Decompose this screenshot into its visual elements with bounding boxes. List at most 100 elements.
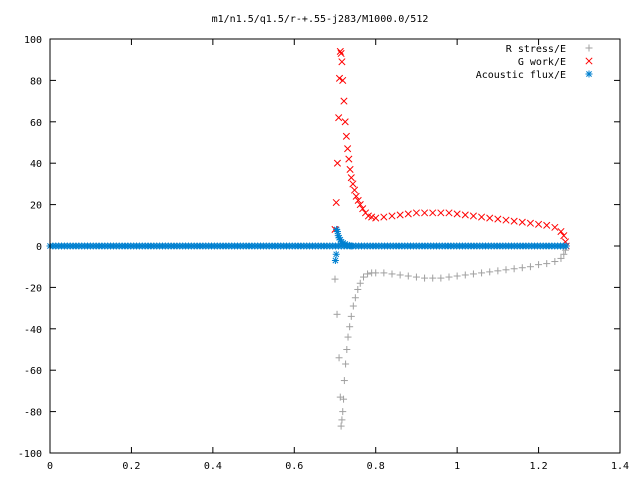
x-tick-label: 1.2 xyxy=(530,461,548,472)
data-point xyxy=(535,261,543,269)
data-point xyxy=(337,422,345,430)
legend-label: G work/E xyxy=(518,57,566,68)
data-point xyxy=(341,118,349,126)
data-point xyxy=(339,408,347,416)
data-point xyxy=(543,221,551,229)
data-point xyxy=(340,395,348,403)
data-point xyxy=(339,76,347,84)
data-point xyxy=(372,269,380,277)
data-point xyxy=(557,254,565,262)
data-point xyxy=(333,310,341,318)
data-point xyxy=(404,210,412,218)
data-point xyxy=(469,212,477,220)
data-point xyxy=(335,114,343,122)
data-point xyxy=(502,216,510,224)
series-0 xyxy=(331,242,570,430)
data-point xyxy=(461,211,469,219)
data-point xyxy=(478,213,486,221)
data-point xyxy=(342,360,350,368)
data-point xyxy=(551,223,559,231)
data-point xyxy=(335,354,343,362)
data-point xyxy=(347,242,355,250)
data-point xyxy=(332,250,340,258)
plot-border xyxy=(49,38,621,454)
x-tick-label: 1.4 xyxy=(611,461,629,472)
data-point xyxy=(560,232,568,240)
data-point xyxy=(453,272,461,280)
data-point xyxy=(518,218,526,226)
series-2 xyxy=(46,225,570,264)
data-point xyxy=(526,263,534,271)
data-point xyxy=(486,268,494,276)
y-tick-label: -60 xyxy=(24,366,42,377)
data-point xyxy=(421,274,429,282)
data-point xyxy=(445,273,453,281)
data-point xyxy=(461,271,469,279)
data-point xyxy=(346,165,354,173)
data-point xyxy=(551,258,559,266)
data-point xyxy=(331,275,339,283)
data-point xyxy=(338,58,346,66)
y-tick-label: 40 xyxy=(30,159,42,170)
data-point xyxy=(342,132,350,140)
data-point xyxy=(372,214,380,222)
data-point xyxy=(344,145,352,153)
x-axis: 0 0.2 0.4 0.6 0.8 1 1.2 1.4 xyxy=(47,39,629,472)
y-tick-label: 0 xyxy=(36,242,42,253)
x-tick-label: 1 xyxy=(454,461,460,472)
data-point xyxy=(429,274,437,282)
x-tick-label: 0.4 xyxy=(204,461,222,472)
data-point xyxy=(351,294,359,302)
x-tick-label: 0.8 xyxy=(367,461,385,472)
data-point xyxy=(368,213,376,221)
data-point xyxy=(333,159,341,167)
data-point xyxy=(388,212,396,220)
data-point xyxy=(345,155,353,163)
data-point xyxy=(352,192,360,200)
data-point xyxy=(437,209,445,217)
data-point xyxy=(354,196,362,205)
y-tick-label: 80 xyxy=(30,76,42,87)
data-point xyxy=(543,260,551,268)
data-point xyxy=(360,273,367,281)
data-point xyxy=(478,269,486,277)
legend: R stress/E G work/E Acoustic flux/E xyxy=(476,44,593,81)
data-point xyxy=(412,209,420,217)
data-point xyxy=(502,266,510,274)
data-point xyxy=(535,220,543,228)
data-point xyxy=(562,242,570,250)
data-point xyxy=(349,180,357,188)
y-tick-label: -20 xyxy=(24,283,42,294)
data-point xyxy=(350,186,359,194)
plot-area xyxy=(46,47,570,430)
data-point xyxy=(340,97,348,105)
data-point xyxy=(486,214,494,222)
x-tick-label: 0 xyxy=(47,461,53,472)
data-point xyxy=(349,302,357,310)
data-point xyxy=(396,211,404,219)
y-tick-label: 100 xyxy=(24,35,42,46)
data-point xyxy=(380,269,388,277)
y-tick-label: 20 xyxy=(30,201,42,212)
data-point xyxy=(331,256,339,264)
data-point xyxy=(359,205,367,213)
data-point xyxy=(494,215,502,223)
data-point xyxy=(560,250,568,258)
data-point xyxy=(453,210,461,218)
data-point xyxy=(356,279,364,287)
legend-marker xyxy=(585,70,593,78)
data-point xyxy=(364,270,372,278)
x-tick-label: 0.6 xyxy=(285,461,303,472)
data-point xyxy=(396,271,404,279)
data-point xyxy=(421,209,429,217)
data-point xyxy=(510,217,518,225)
data-point xyxy=(526,219,534,227)
data-point xyxy=(518,264,526,272)
data-point xyxy=(338,416,346,424)
data-point xyxy=(404,272,412,280)
data-point xyxy=(494,267,502,275)
data-point xyxy=(437,274,445,282)
data-point xyxy=(380,213,388,221)
data-point xyxy=(332,198,340,207)
